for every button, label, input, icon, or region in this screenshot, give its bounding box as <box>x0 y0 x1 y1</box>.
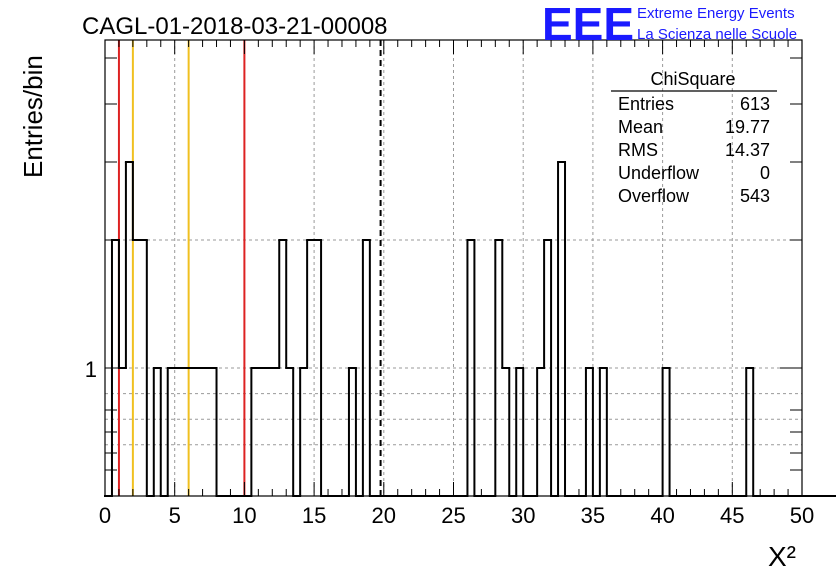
logo-line-2: La Scienza nelle Scuole <box>637 26 797 43</box>
axis-ticks <box>104 40 803 496</box>
stats-row-label: Overflow <box>618 186 690 206</box>
x-tick-labels: 0 5 10 15 20 25 30 35 40 45 50 <box>99 503 814 528</box>
x-tick-label: 35 <box>581 503 605 528</box>
x-tick-label: 0 <box>99 503 111 528</box>
y-tick-labels: 1 <box>85 357 97 382</box>
stats-row-value: 14.37 <box>725 140 770 160</box>
x-tick-label: 5 <box>169 503 181 528</box>
x-tick-label: 40 <box>650 503 674 528</box>
stats-row-label: Mean <box>618 117 663 137</box>
stats-row-value: 0 <box>760 163 770 183</box>
x-tick-label: 15 <box>302 503 326 528</box>
stats-row-label: Entries <box>618 94 674 114</box>
stats-row-value: 543 <box>740 186 770 206</box>
chart-title: CAGL-01-2018-03-21-00008 <box>82 13 388 40</box>
stats-row-label: Underflow <box>618 163 700 183</box>
stats-row-value: 19.77 <box>725 117 770 137</box>
histogram-bars <box>104 161 836 497</box>
stats-title: ChiSquare <box>650 69 735 89</box>
x-tick-label: 10 <box>232 503 256 528</box>
logo-line-1: Extreme Energy Events <box>637 5 795 22</box>
grid <box>105 40 802 496</box>
eee-logo: EEE <box>542 0 634 50</box>
x-tick-label: 30 <box>511 503 535 528</box>
x-tick-label: 50 <box>790 503 814 528</box>
y-axis-label: Entries/bin <box>18 55 48 178</box>
stats-row-value: 613 <box>740 94 770 114</box>
x-tick-label: 45 <box>720 503 744 528</box>
x-tick-label: 25 <box>441 503 465 528</box>
x-tick-label: 20 <box>372 503 396 528</box>
y-tick-label: 1 <box>85 357 97 382</box>
marker-lines <box>117 40 382 496</box>
x-axis-label: X² <box>768 541 796 572</box>
stats-row-label: RMS <box>618 140 658 160</box>
stats-box: ChiSquare Entries 613 Mean 19.77 RMS 14.37 Und… <box>611 69 777 206</box>
